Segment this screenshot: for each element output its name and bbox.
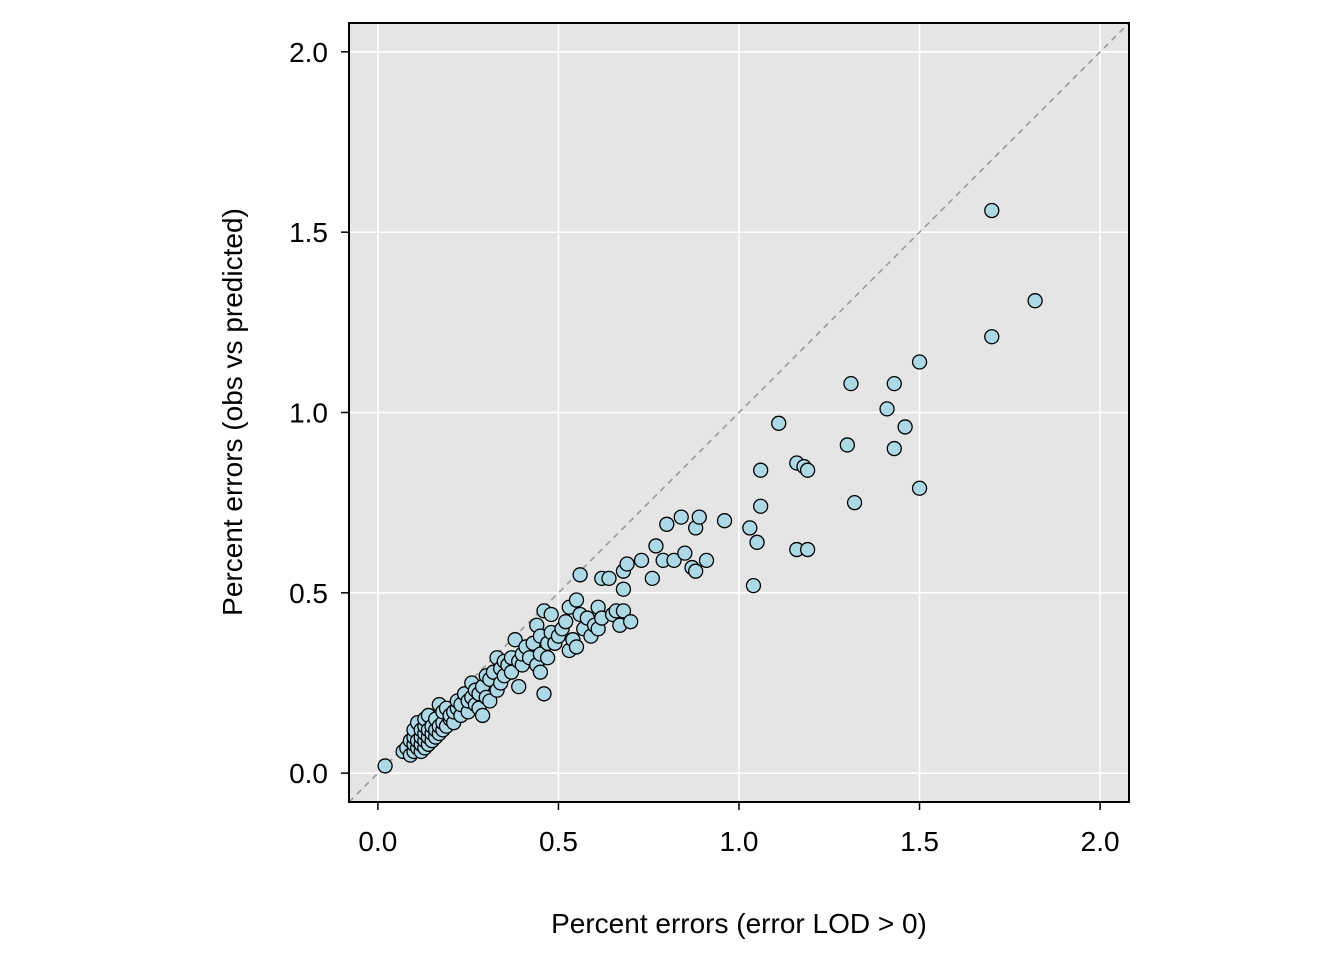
data-point-115 [615,581,632,597]
data-point-150 [897,419,913,435]
data-point-98 [568,639,585,655]
data-point-154 [984,202,1000,219]
y-tick-label-3: 1.5 [289,217,328,248]
y-tick-label-0: 0.0 [289,758,328,789]
x-tick-label-0: 0.0 [358,826,397,857]
data-point-142 [799,462,816,478]
x-tick-label-3: 1.5 [900,826,939,857]
data-point-128 [688,563,704,579]
data-point-136 [753,498,769,514]
data-point-73 [511,678,527,695]
data-point-119 [633,552,650,569]
data-point-126 [677,545,693,561]
data-point-124 [666,552,682,569]
data-point-114 [615,603,632,619]
data-point-143 [799,541,816,558]
identity-reference-line [348,22,1130,803]
data-point-120 [644,570,660,587]
data-points [377,202,1043,774]
data-point-82 [532,664,549,680]
x-axis-ticks: 0.0 0.5 1.0 1.5 2.0 [358,802,1120,857]
data-point-148 [886,375,902,392]
data-point-133 [742,520,758,536]
x-axis-title: Percent errors (error LOD > 0) [551,908,927,939]
y-axis-title: Percent errors (obs vs predicted) [217,208,248,616]
data-point-149 [886,440,902,457]
data-point-85 [536,686,552,702]
data-point-134 [745,577,762,594]
data-point-130 [691,509,707,525]
y-tick-label-2: 1.0 [289,398,328,429]
data-point-135 [749,534,765,550]
data-point-110 [601,570,617,587]
data-point-125 [673,509,689,525]
data-point-101 [572,567,588,583]
data-point-144 [839,437,855,453]
data-point-0 [377,758,393,774]
data-point-60 [482,693,498,709]
y-tick-label-1: 0.5 [289,578,328,609]
data-point-151 [911,354,928,370]
data-point-138 [771,415,787,431]
data-point-155 [1027,293,1043,309]
x-tick-label-2: 1.0 [720,826,759,857]
data-point-72 [507,632,523,648]
data-point-147 [879,401,895,417]
data-point-152 [911,480,928,496]
y-axis-ticks: 0.0 0.5 1.0 1.5 2.0 [289,37,349,789]
data-point-121 [648,538,664,554]
x-tick-label-1: 0.5 [539,826,578,857]
data-point-132 [716,513,733,529]
data-point-146 [846,495,863,511]
data-point-117 [619,556,635,572]
data-point-153 [984,329,1000,345]
data-point-87 [539,650,556,666]
data-point-94 [558,614,574,630]
data-point-118 [623,614,639,630]
data-point-145 [843,375,859,392]
data-point-123 [659,516,675,532]
data-point-99 [568,592,585,608]
data-point-90 [543,606,559,623]
data-point-56 [474,707,491,724]
data-point-137 [753,462,769,478]
data-point-131 [698,552,715,569]
y-tick-label-4: 2.0 [289,37,328,68]
x-tick-label-4: 2.0 [1081,826,1120,857]
